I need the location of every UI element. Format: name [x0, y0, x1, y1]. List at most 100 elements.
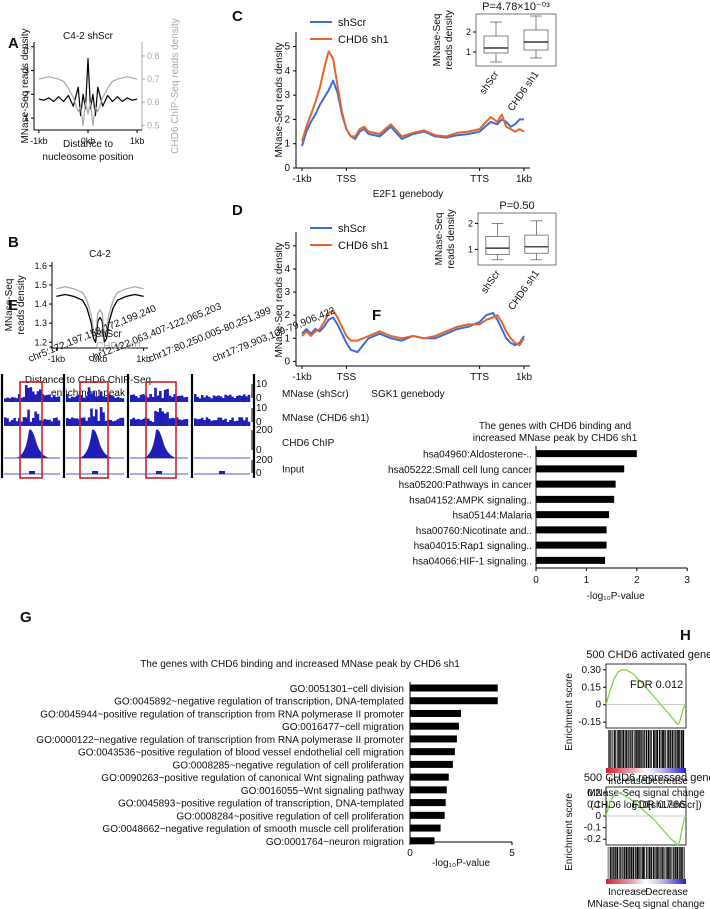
category-label: GO:0008285~negative regulation of cell p…: [172, 760, 404, 771]
y-tick-label: 4: [284, 264, 290, 275]
coverage-bar: [82, 417, 86, 426]
x-tick-label: 1: [584, 575, 590, 586]
coverage-bar: [6, 397, 9, 402]
x-tick-label: 0: [533, 575, 539, 586]
chart-title: C4-2 shScr: [63, 31, 114, 42]
category-label: GO:0045944~positive regulation of transc…: [40, 709, 404, 720]
coverage-bar: [92, 391, 96, 402]
coverage-bar: [80, 417, 84, 426]
coverage-bar: [245, 417, 248, 426]
coverage-bar: [25, 417, 28, 426]
track-name: CHD6 ChIP: [282, 438, 335, 449]
panel-letter-h: H: [680, 627, 691, 644]
inset-frame: [475, 13, 557, 67]
coverage-bar: [231, 417, 234, 426]
panel-letter-g: G: [20, 609, 32, 626]
coverage-bar: [92, 416, 96, 426]
coverage-bar: [196, 396, 199, 402]
category-label: GO:0008284~positive regulation of cell p…: [176, 811, 404, 822]
coverage-bar: [224, 418, 227, 426]
bar: [410, 684, 498, 692]
legend-label: shScr: [338, 223, 366, 235]
input-blip: [219, 471, 225, 474]
box-body: [485, 235, 510, 255]
coverage-bar: [146, 397, 150, 402]
y-tick-label: 0.30: [582, 665, 602, 676]
y-tick-label: 0.2: [587, 788, 601, 799]
coverage-bar: [233, 421, 237, 426]
coverage-bar: [212, 420, 216, 426]
series-line-1: [301, 309, 525, 347]
coverage-bar: [236, 420, 239, 426]
category-label: GO:0090263~positive regulation of canoni…: [101, 773, 404, 784]
coverage-bar: [139, 394, 143, 402]
coverage-bar: [29, 387, 33, 402]
y-tick-label: -0.2: [584, 834, 602, 845]
coverage-bar: [111, 421, 115, 426]
caption: (CHD6 log10[sh1/shScr]): [590, 800, 701, 811]
legend-label-sh1: CHD6 sh1: [96, 341, 143, 352]
coverage-bar: [87, 417, 91, 426]
coverage-bar: [15, 421, 19, 426]
coverage-bar: [142, 418, 145, 426]
scale-min: 0: [256, 393, 262, 404]
input-blip: [29, 471, 35, 474]
coverage-bar: [13, 417, 16, 426]
coverage-bar: [121, 417, 125, 426]
coverage-bar: [39, 420, 42, 426]
coverage-bar: [102, 396, 105, 402]
coverage-bar: [97, 396, 101, 402]
coverage-bar: [99, 407, 103, 426]
coverage-bar: [166, 412, 169, 426]
coverage-bar: [159, 390, 162, 402]
coverage-bar: [99, 391, 103, 402]
scale-min: 0: [256, 468, 262, 479]
coverage-bar: [175, 417, 179, 426]
coverage-bar: [238, 395, 241, 402]
highlight-box: [19, 381, 43, 479]
category-label: GO:0043536~positive regulation of blood …: [78, 748, 404, 759]
x-tick-label: 0: [407, 848, 413, 859]
chart-title: 500 CHD6 activated genes: [586, 649, 710, 661]
scale-min: 0: [256, 445, 262, 456]
coverage-bar: [132, 417, 136, 426]
coverage-bar: [11, 397, 14, 402]
inset-x-label: CHD6 sh1: [506, 69, 542, 113]
y-tick-label: -0.1: [584, 823, 602, 834]
y-tick-label: 2: [24, 89, 29, 99]
coverage-bar: [156, 411, 160, 426]
coverage-bar: [243, 394, 246, 402]
y-tick-label: 0: [284, 163, 290, 174]
coverage-bar: [15, 398, 19, 402]
coverage-bar: [25, 385, 28, 402]
x-axis-label: -log₁₀P-value: [587, 591, 646, 602]
coverage-bar: [154, 387, 157, 402]
coverage-bar: [173, 418, 177, 426]
coverage-bar: [8, 421, 12, 426]
panel-letter-a: A: [8, 35, 19, 52]
y-tick-label: 1.3: [34, 318, 47, 328]
category-label: GO:0016477~cell migration: [282, 722, 404, 733]
chip-peak: [143, 429, 177, 458]
coverage-bar: [80, 395, 84, 402]
coverage-bar: [34, 394, 37, 402]
y-tick-label: 1: [24, 113, 29, 123]
coverage-bar: [48, 394, 51, 402]
series-line-1: [56, 286, 144, 336]
y-axis-label: Enrichment score: [564, 793, 575, 871]
coverage-bar: [205, 395, 209, 402]
coverage-bar: [121, 398, 125, 402]
chart-title: increased MNase peak by CHD6 sh1: [473, 433, 638, 444]
y-tick-label: 2: [284, 310, 290, 321]
coverage-bar: [90, 393, 93, 402]
category-label: GO:0001764~neuron migration: [266, 837, 404, 848]
coverage-bar: [90, 408, 93, 426]
coverage-bar: [168, 418, 172, 426]
coverage-bar: [48, 419, 51, 426]
coverage-bar: [75, 418, 79, 426]
fdr-label: FDR 0.766: [632, 799, 685, 811]
category-label: GO:0000122~negative regulation of transc…: [36, 735, 404, 746]
chip-peak: [79, 429, 113, 458]
category-label: hsa05222:Small cell lung cancer: [388, 465, 533, 476]
box-body: [523, 29, 549, 51]
